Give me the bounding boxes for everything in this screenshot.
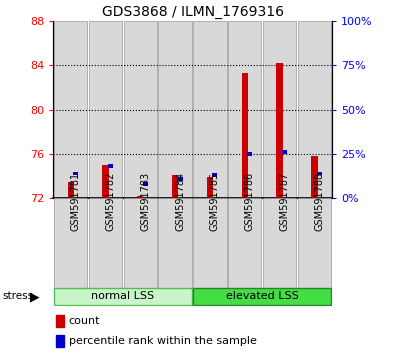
Text: GSM591784: GSM591784	[175, 171, 185, 230]
Bar	[158, 198, 192, 289]
Bar	[242, 73, 248, 198]
Bar	[212, 173, 218, 177]
Bar	[158, 21, 192, 198]
Text: count: count	[69, 316, 100, 326]
Bar	[276, 63, 283, 198]
Bar	[207, 177, 213, 198]
Title: GDS3868 / ILMN_1769316: GDS3868 / ILMN_1769316	[102, 5, 284, 19]
Bar	[193, 287, 331, 306]
Bar	[228, 21, 261, 198]
Text: GSM591786: GSM591786	[245, 171, 255, 230]
Text: GSM591782: GSM591782	[105, 171, 116, 230]
Bar	[108, 165, 113, 168]
Text: ▶: ▶	[30, 290, 39, 303]
Bar	[73, 172, 78, 175]
Bar	[311, 156, 318, 198]
Bar	[282, 150, 287, 154]
Text: GSM591781: GSM591781	[71, 171, 81, 230]
Bar	[298, 198, 331, 289]
Text: GSM591788: GSM591788	[314, 171, 324, 230]
Bar	[54, 198, 87, 289]
Bar	[124, 21, 157, 198]
Bar	[56, 315, 64, 327]
Bar	[177, 177, 182, 181]
Text: stress: stress	[2, 291, 33, 302]
Bar	[68, 182, 74, 198]
Bar	[137, 196, 143, 198]
Bar	[56, 335, 64, 347]
Text: GSM591785: GSM591785	[210, 171, 220, 230]
Text: percentile rank within the sample: percentile rank within the sample	[69, 336, 256, 346]
Bar	[143, 182, 148, 186]
Bar	[54, 287, 192, 306]
Bar	[193, 21, 227, 198]
Bar	[102, 165, 109, 198]
Text: GSM591783: GSM591783	[140, 171, 150, 230]
Text: GSM591787: GSM591787	[280, 171, 290, 230]
Bar	[172, 175, 178, 198]
Bar	[89, 198, 122, 289]
Bar	[263, 198, 296, 289]
Text: elevated LSS: elevated LSS	[226, 291, 299, 302]
Bar	[298, 21, 331, 198]
Bar	[193, 198, 227, 289]
Bar	[228, 198, 261, 289]
Bar	[89, 21, 122, 198]
Text: normal LSS: normal LSS	[91, 291, 154, 302]
Bar	[124, 198, 157, 289]
Bar	[54, 21, 87, 198]
Bar	[263, 21, 296, 198]
Bar	[317, 172, 322, 175]
Bar	[247, 152, 252, 156]
